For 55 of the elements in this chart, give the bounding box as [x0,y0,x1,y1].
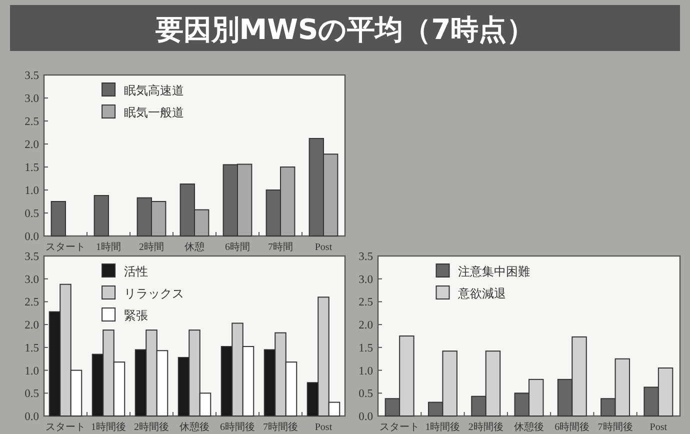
y-tick-label: 1.0 [24,185,40,197]
y-tick-label: 3.0 [24,274,40,286]
y-tick-label: 0.0 [24,411,40,423]
y-tick-label: 2.5 [358,296,374,309]
legend-label: 緊張 [124,308,148,322]
legend-label: 注意集中困難 [458,264,530,278]
y-tick-label: 3.5 [358,251,374,263]
x-tick-label: Post [314,242,332,253]
x-tick-label: 7時間 [268,241,293,253]
x-tick-label: Post [314,422,332,433]
x-tick-label: 1時間後 [91,421,126,433]
x-tick-label: スタート [46,422,86,433]
y-tick-label: 0.5 [24,208,40,220]
x-tick-label: 休憩 [184,241,204,253]
y-tick-label: 0.0 [24,231,40,243]
legend-label: 眠気一般道 [124,106,184,120]
x-tick-label: 休憩後 [180,421,210,433]
x-tick-label: 6時間 [225,241,250,253]
x-tick-label: Post [650,422,668,433]
y-tick-label: 2.0 [24,320,40,332]
y-tick-label: 3.0 [24,93,40,105]
y-tick-label: 2.5 [24,296,40,309]
x-tick-label: 2時間後 [468,421,504,433]
x-tick-label: スタート [46,242,86,253]
legend-label: 意欲減退 [457,286,506,300]
legend-label: 活性 [124,264,148,278]
y-tick-label: 3.5 [24,251,40,263]
x-tick-label: 2時間 [139,241,164,253]
y-tick-label: 0.0 [358,411,374,423]
legend-label: リラックス [124,286,184,300]
y-tick-label: 0.5 [358,388,374,400]
y-tick-label: 0.5 [24,388,40,400]
y-tick-label: 1.5 [24,342,40,354]
x-tick-label: スタート [380,422,420,433]
y-tick-label: 1.5 [358,342,374,354]
bar [94,195,109,236]
x-tick-label: 1時間後 [425,421,460,433]
x-tick-label: 休憩後 [514,421,544,433]
x-tick-label: 2時間後 [134,421,169,433]
y-tick-label: 3.0 [358,274,374,286]
y-tick-label: 2.0 [24,139,40,151]
x-tick-label: 1時間 [96,241,121,253]
y-tick-label: 1.0 [358,365,374,378]
y-tick-label: 2.0 [358,320,374,332]
legend-label: 眠気高速道 [124,84,184,98]
y-tick-label: 2.5 [24,116,40,128]
bar [50,201,66,236]
y-tick-label: 3.5 [24,70,40,82]
x-tick-label: 7時間後 [598,421,633,433]
y-tick-label: 1.5 [24,162,40,174]
chart-title: 要因別MWSの平均（7時点） [154,13,535,46]
x-tick-label: 6時間後 [220,421,255,433]
x-tick-label: 6時間後 [554,421,590,433]
y-tick-label: 1.0 [24,365,40,378]
x-tick-label: 7時間後 [263,421,298,433]
